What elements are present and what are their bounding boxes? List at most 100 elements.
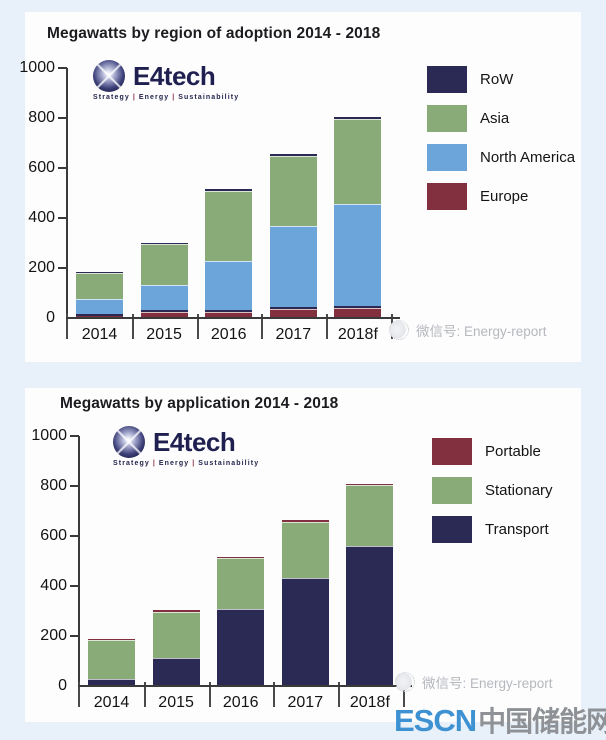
bar-segment-stationary [152,611,200,658]
watermark-text: 微信号: Energy-report [416,324,547,339]
e4tech-logo-text: E4tech [153,426,236,457]
chart-card-application: Megawatts by application 2014 - 2018 E4t… [25,388,581,722]
bar-segment-asia [269,155,317,226]
bar-segment-north-america [334,204,382,308]
x-axis-tick [261,314,263,339]
x-axis-tick [132,314,134,339]
y-axis-tick [58,217,67,219]
bar-segment-north-america [269,226,317,309]
bar-segment-europe [140,312,188,318]
x-axis-category-label: 2018f [349,694,390,711]
wechat-watermark: 微信号: Energy-report [386,317,547,343]
y-axis-tick [58,267,67,269]
bar-segment-transport [88,678,135,686]
y-axis-tick [70,435,79,437]
chart-title-application: Megawatts by application 2014 - 2018 [60,395,339,412]
x-axis-tick [66,314,68,339]
chart-card-region: Megawatts by region of adoption 2014 - 2… [19,12,581,362]
escn-chinese-text: 中国储能网 [478,706,606,737]
y-axis-tick-label: 200 [28,259,55,276]
y-axis-tick [70,635,79,637]
x-axis-tick [338,682,340,707]
tagline-pipe: | [132,94,136,101]
bar-segment-stationary [217,557,265,609]
y-axis-tick [70,585,79,587]
bar-segment-row [205,189,253,191]
y-axis-tick-label: 800 [28,109,55,126]
y-axis-tick [58,117,67,119]
tagline-pipe: | [192,460,196,467]
legend-swatch [427,183,467,210]
y-axis-line [66,68,68,338]
y-axis-tick-label: 1000 [19,59,55,76]
y-axis-line [78,436,80,706]
legend-item-north-america: North America [427,144,575,171]
y-axis-tick-label: 400 [28,209,55,226]
y-axis-tick [58,167,67,169]
bar-segment-north-america [140,285,188,312]
bar-segment-asia [205,190,253,261]
x-axis-category-label: 2016 [222,694,259,711]
y-axis-tick-label: 0 [58,677,67,694]
bar-segment-portable [152,610,200,612]
x-axis-tick [209,682,211,707]
legend-swatch [432,516,472,543]
tagline-pipe: | [172,94,176,101]
tagline-sustainability: Sustainability [178,94,240,101]
legend-item-portable: Portable [432,438,553,465]
legend-label: Asia [480,110,510,127]
bar-segment-stationary [346,485,394,546]
y-axis-tick-label: 1000 [31,427,67,444]
legend-label: Europe [480,188,529,205]
bar-segment-europe [334,307,382,318]
x-axis-category-label: 2017 [287,694,324,711]
bar-segment-row [269,154,317,156]
x-axis-category-label: 2014 [93,694,130,711]
tagline-pipe: | [152,460,156,467]
e4tech-tagline: Strategy | Energy | Sustainability [93,94,239,101]
bar-segment-transport [281,577,329,686]
x-axis-tick [78,682,80,707]
legend-swatch [427,66,467,93]
x-axis-category-label: 2014 [81,326,118,343]
bar-segment-asia [334,119,382,204]
bar-segment-portable [217,556,265,558]
x-axis-tick [273,682,275,707]
tagline-strategy: Strategy [93,94,130,101]
x-axis-tick [197,314,199,339]
bar-segment-portable [88,639,135,640]
x-axis-tick [403,682,405,707]
tagline-energy: Energy [138,94,170,101]
e4tech-tagline: Strategy | Energy | Sustainability [113,460,259,467]
bar-segment-transport [217,609,265,686]
legend-item-stationary: Stationary [432,477,553,504]
bar-segment-stationary [88,639,135,679]
legend-label: Stationary [485,482,553,499]
bar-segment-row [76,271,123,273]
x-axis-line [78,685,412,687]
x-axis-tick [326,314,328,339]
tagline-strategy: Strategy [113,460,150,467]
legend-swatch [432,477,472,504]
bar-segment-portable [281,520,329,523]
bar-segment-europe [269,308,317,318]
escn-site-logo: ESCN 中国储能网 [394,700,606,740]
e4tech-orb-icon [113,426,145,458]
wechat-watermark: 微信号: Energy-report [392,669,553,695]
bar-segment-asia [76,273,123,300]
watermark-stamp-icon [392,669,418,695]
x-axis-category-label: 2018f [337,326,378,343]
tagline-energy: Energy [158,460,190,467]
legend-region: RoW Asia North America Europe [427,66,575,222]
legend-swatch [427,144,467,171]
y-axis-tick-label: 800 [40,477,67,494]
escn-latin-text: ESCN [394,703,477,738]
bar-segment-stationary [281,522,329,578]
x-axis-category-label: 2015 [158,694,194,711]
y-axis-tick-label: 600 [40,527,67,544]
y-axis-tick-label: 0 [46,309,55,326]
tagline-sustainability: Sustainability [198,460,260,467]
plot-area-region: 0 200 400 600 800 1000 2014 2015 2016 2017 2018f [19,59,400,343]
legend-label: North America [480,149,576,166]
y-axis-tick [58,67,67,69]
